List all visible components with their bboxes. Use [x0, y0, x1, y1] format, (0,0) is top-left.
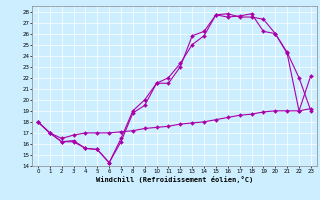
X-axis label: Windchill (Refroidissement éolien,°C): Windchill (Refroidissement éolien,°C)	[96, 176, 253, 183]
